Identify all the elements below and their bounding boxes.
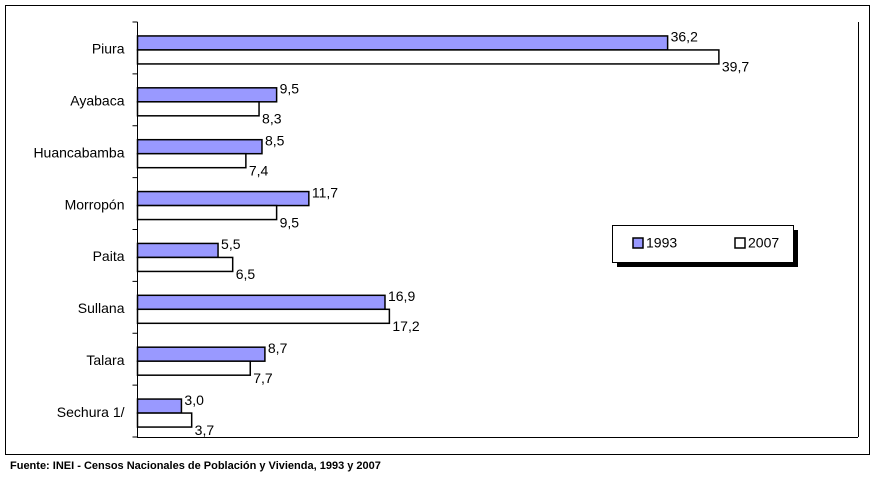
bar <box>136 256 234 273</box>
legend-label: 2007 <box>748 235 779 251</box>
y-tick-label: Piura <box>92 41 125 57</box>
bar <box>136 346 266 362</box>
legend <box>612 225 794 263</box>
value-label: 5,5 <box>221 236 241 252</box>
y-tick-label: Sechura 1/ <box>57 404 125 420</box>
value-label: 8,3 <box>262 111 282 127</box>
bar <box>136 101 260 117</box>
y-tick-label: Morropón <box>65 196 125 212</box>
y-tick-label: Huancabamba <box>33 144 124 160</box>
value-label: 16,9 <box>388 288 415 304</box>
source-note: Fuente: INEI - Censos Nacionales de Pobl… <box>10 460 381 472</box>
bar <box>136 398 183 414</box>
bar <box>136 204 278 221</box>
legend-label: 1993 <box>646 235 677 251</box>
value-label: 11,7 <box>312 184 338 200</box>
bar <box>136 360 252 376</box>
value-label: 6,5 <box>236 266 256 282</box>
value-label: 8,5 <box>265 132 285 148</box>
value-label: 17,2 <box>392 318 419 334</box>
bar <box>136 87 278 103</box>
bar <box>136 49 720 65</box>
bar <box>136 294 386 311</box>
y-tick-label: Paita <box>93 248 125 264</box>
bar <box>136 308 391 325</box>
value-label: 8,7 <box>268 340 288 356</box>
bar <box>136 152 247 169</box>
y-tick-label: Talara <box>86 352 124 368</box>
bar <box>136 190 310 207</box>
bar <box>136 35 669 51</box>
y-tick-label: Ayabaca <box>70 93 124 109</box>
legend-swatch <box>734 237 746 249</box>
value-label: 3,7 <box>195 422 215 438</box>
bar <box>136 412 193 428</box>
value-label: 39,7 <box>722 59 749 75</box>
value-label: 9,5 <box>280 214 300 230</box>
value-label: 7,7 <box>253 370 273 386</box>
bar <box>136 138 263 155</box>
legend-swatch <box>632 237 644 249</box>
y-tick-label: Sullana <box>78 300 125 316</box>
value-label: 3,0 <box>184 392 204 408</box>
bar <box>136 242 219 259</box>
value-label: 9,5 <box>280 81 300 97</box>
value-label: 36,2 <box>671 29 698 45</box>
value-label: 7,4 <box>249 162 269 178</box>
